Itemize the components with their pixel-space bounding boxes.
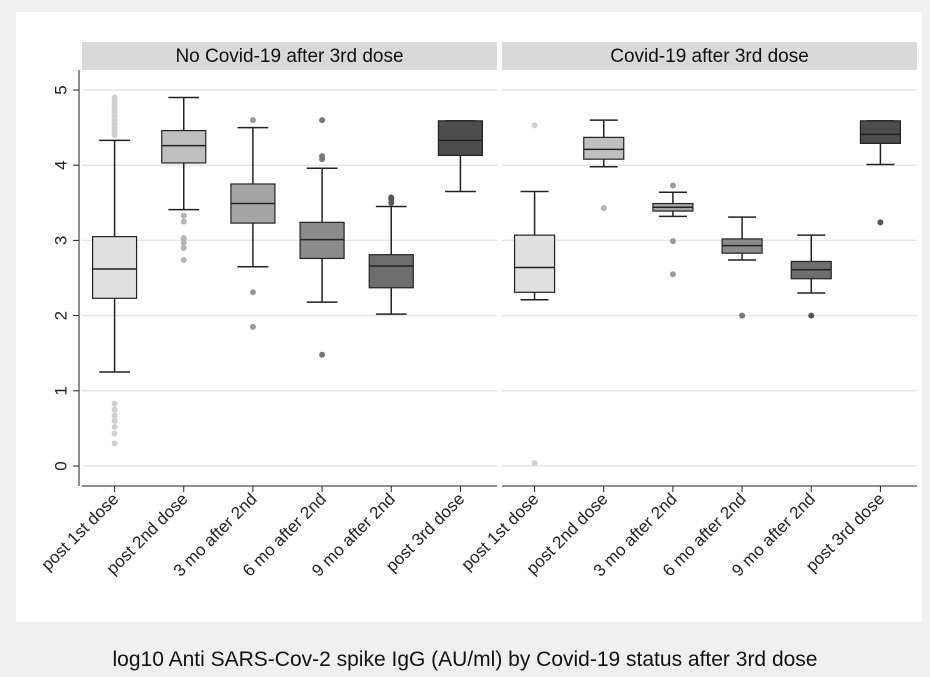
y-tick-label: 5 — [51, 85, 70, 94]
box — [583, 136, 625, 160]
box — [299, 221, 345, 260]
y-tick-label: 1 — [51, 386, 70, 395]
outlier-point — [531, 122, 538, 129]
outlier-point — [111, 423, 118, 430]
outlier-point — [319, 117, 326, 124]
outlier-point — [877, 219, 884, 226]
outlier-point — [739, 312, 746, 319]
chart-caption: log10 Anti SARS-Cov-2 spike IgG (AU/ml) … — [112, 648, 818, 671]
box — [513, 234, 556, 293]
y-tick-label: 3 — [51, 236, 70, 245]
panel-strip — [502, 42, 917, 70]
box — [91, 236, 138, 299]
box — [161, 130, 207, 164]
outlier-point — [111, 94, 118, 101]
outlier-point — [669, 271, 676, 278]
y-tick-label: 0 — [51, 461, 70, 470]
box — [437, 120, 484, 157]
panel-title: Covid-19 after 3rd dose — [610, 46, 809, 67]
outlier-point — [111, 412, 118, 419]
panel-title: No Covid-19 after 3rd dose — [175, 46, 403, 67]
outlier-point — [531, 459, 538, 466]
panel-strip — [82, 42, 497, 70]
outlier-point — [111, 417, 118, 424]
outlier-point — [180, 212, 187, 219]
outlier-point — [111, 406, 118, 413]
outlier-point — [180, 239, 187, 246]
chart-background — [16, 12, 922, 622]
outlier-point — [180, 218, 187, 225]
y-tick-label: 2 — [51, 311, 70, 320]
outlier-point — [600, 205, 607, 212]
box — [368, 254, 414, 289]
outlier-point — [669, 238, 676, 245]
box — [859, 120, 902, 144]
outlier-point — [319, 153, 326, 160]
outlier-point — [111, 430, 118, 437]
outlier-point — [388, 194, 395, 201]
outlier-point — [180, 244, 187, 251]
outlier-point — [808, 312, 815, 319]
outlier-point — [180, 256, 187, 263]
outlier-point — [669, 182, 676, 189]
outlier-point — [249, 289, 256, 296]
outlier-point — [111, 400, 118, 407]
outlier-point — [319, 351, 326, 358]
outlier-point — [111, 440, 118, 447]
outlier-point — [249, 117, 256, 124]
outlier-point — [180, 235, 187, 242]
y-tick-label: 4 — [51, 160, 70, 169]
outlier-point — [249, 323, 256, 330]
